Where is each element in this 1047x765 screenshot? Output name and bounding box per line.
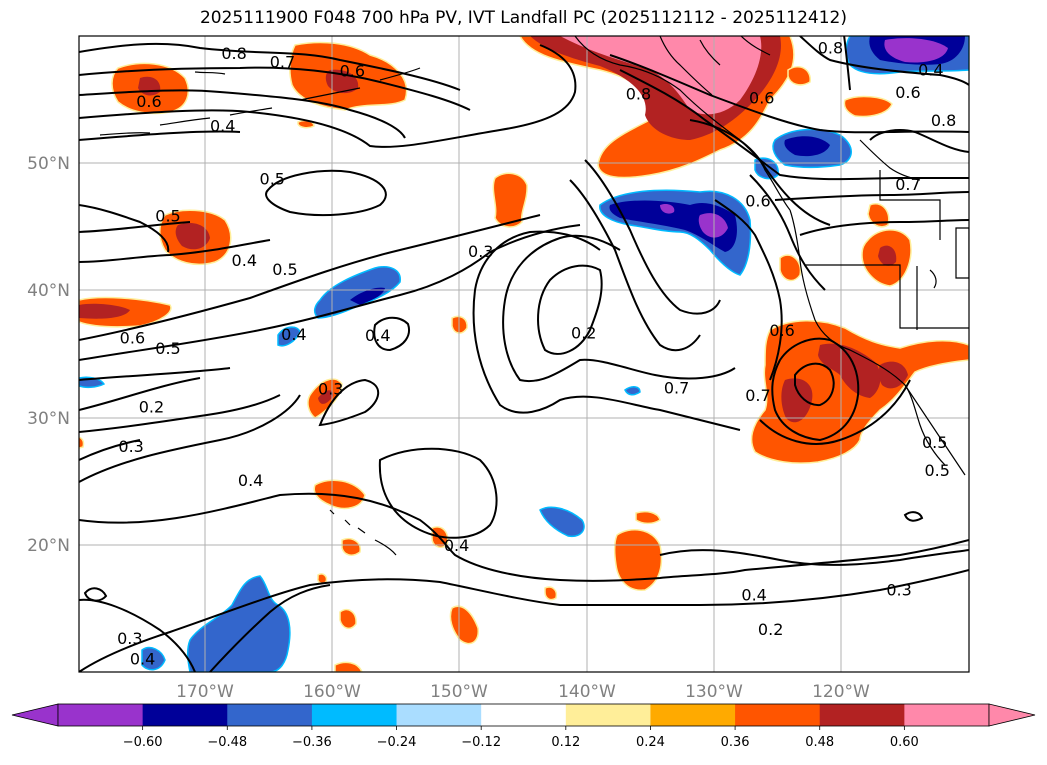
coastlines	[99, 36, 969, 556]
lon-tick-140w: 140°W	[558, 682, 616, 702]
colorbar-cell	[227, 704, 313, 726]
contour-label: 0.4	[741, 586, 766, 605]
contour-label: 0.7	[895, 175, 920, 194]
contour-label: 0.6	[136, 92, 161, 111]
colorbar-cell	[650, 704, 736, 726]
map-frame	[78, 35, 970, 673]
lon-tick-150w: 150°W	[430, 682, 488, 702]
contour-label: 0.6	[895, 83, 920, 102]
contour-label: 0.5	[155, 339, 180, 358]
colorbar: −0.60 −0.48 −0.36 −0.24 −0.12 0.12 0.24 0.36 0.4…	[11, 703, 1036, 750]
pv-contours	[79, 36, 969, 672]
contour-label: 0.6	[749, 88, 774, 107]
contour-label: 0.6	[340, 62, 365, 81]
contour-labels: 0.8 0.7 0.60.60.40.50.50.4 0.50.30.4 0.40.60…	[117, 39, 956, 669]
colorbar-tick-label: −0.36	[292, 735, 332, 750]
contour-label: 0.4	[281, 325, 306, 344]
contour-label: 0.4	[444, 536, 469, 555]
lon-tick-160w: 160°W	[303, 682, 361, 702]
contour-label: 0.7	[745, 386, 770, 405]
colorbar-cell	[735, 704, 821, 726]
lon-tick-170w: 170°W	[176, 682, 234, 702]
contour-label: 0.8	[931, 111, 956, 130]
colorbar-cell	[904, 704, 990, 726]
lat-tick-40: 40°N	[27, 281, 70, 301]
contour-label: 0.4	[238, 471, 263, 490]
colorbar-cell	[819, 704, 905, 726]
colorbar-under-extension	[11, 703, 59, 727]
contour-label: 0.6	[120, 329, 145, 348]
colorbar-cell	[396, 704, 482, 726]
lon-axis: 170°W 160°W 150°W 140°W 130°W 120°W	[176, 682, 870, 702]
contour-label: 0.4	[365, 326, 390, 345]
colorbar-cell	[481, 704, 567, 726]
colorbar-cell	[311, 704, 398, 726]
contour-label: 0.5	[155, 207, 180, 226]
contour-label: 0.4	[130, 649, 155, 668]
contour-label: 0.7	[664, 378, 689, 397]
colorbar-cell	[58, 704, 144, 726]
colorbar-cells	[57, 703, 990, 727]
contour-label: 0.4	[210, 116, 235, 135]
contour-label: 0.2	[571, 324, 596, 343]
contour-label: 0.8	[818, 39, 843, 58]
colorbar-tick-label: 0.48	[805, 735, 834, 750]
contour-label: 0.3	[117, 629, 142, 648]
colorbar-cell	[565, 704, 651, 726]
map-title: 2025111900 F048 700 hPa PV, IVT Landfall…	[199, 8, 847, 28]
colorbar-tick-label: −0.48	[207, 735, 247, 750]
contour-label: 0.3	[468, 242, 493, 261]
colorbar-over-extension	[988, 703, 1036, 727]
contour-label: 0.5	[272, 260, 297, 279]
contour-label: 0.4	[232, 251, 257, 270]
contour-label: 0.4	[918, 60, 943, 79]
positive-anomaly-patches	[79, 36, 969, 672]
colorbar-tick-label: 0.60	[890, 735, 919, 750]
contour-label: 0.5	[260, 170, 285, 189]
contour-label: 0.3	[118, 437, 143, 456]
colorbar-tick-label: 0.36	[721, 735, 750, 750]
contour-label: 0.3	[318, 380, 343, 399]
colorbar-tick-label: 0.12	[551, 735, 580, 750]
lon-tick-120w: 120°W	[812, 682, 870, 702]
contour-label: 0.8	[221, 44, 246, 63]
graticule	[79, 36, 969, 672]
contour-label: 0.2	[139, 397, 164, 416]
colorbar-tick-label: −0.60	[123, 735, 163, 750]
colorbar-ticks: −0.60 −0.48 −0.36 −0.24 −0.12 0.12 0.24 0.36 0.4…	[123, 726, 919, 750]
lat-tick-30: 30°N	[27, 409, 70, 429]
contour-label: 0.5	[924, 461, 949, 480]
lon-tick-130w: 130°W	[685, 682, 743, 702]
contour-label: 0.8	[626, 85, 651, 104]
colorbar-cell	[142, 704, 228, 726]
contour-label: 0.6	[769, 321, 794, 340]
colorbar-tick-label: −0.12	[461, 735, 501, 750]
lat-tick-20: 20°N	[27, 536, 70, 556]
contour-label: 0.3	[886, 581, 911, 600]
colorbar-tick-label: −0.24	[377, 735, 417, 750]
lat-axis: 20°N 30°N 40°N 50°N	[27, 154, 70, 556]
contour-label: 0.6	[745, 191, 770, 210]
contour-label: 0.5	[922, 433, 947, 452]
lat-tick-50: 50°N	[27, 154, 70, 174]
colorbar-tick-label: 0.24	[636, 735, 665, 750]
contour-label: 0.2	[758, 620, 783, 639]
contour-label: 0.7	[270, 53, 295, 72]
